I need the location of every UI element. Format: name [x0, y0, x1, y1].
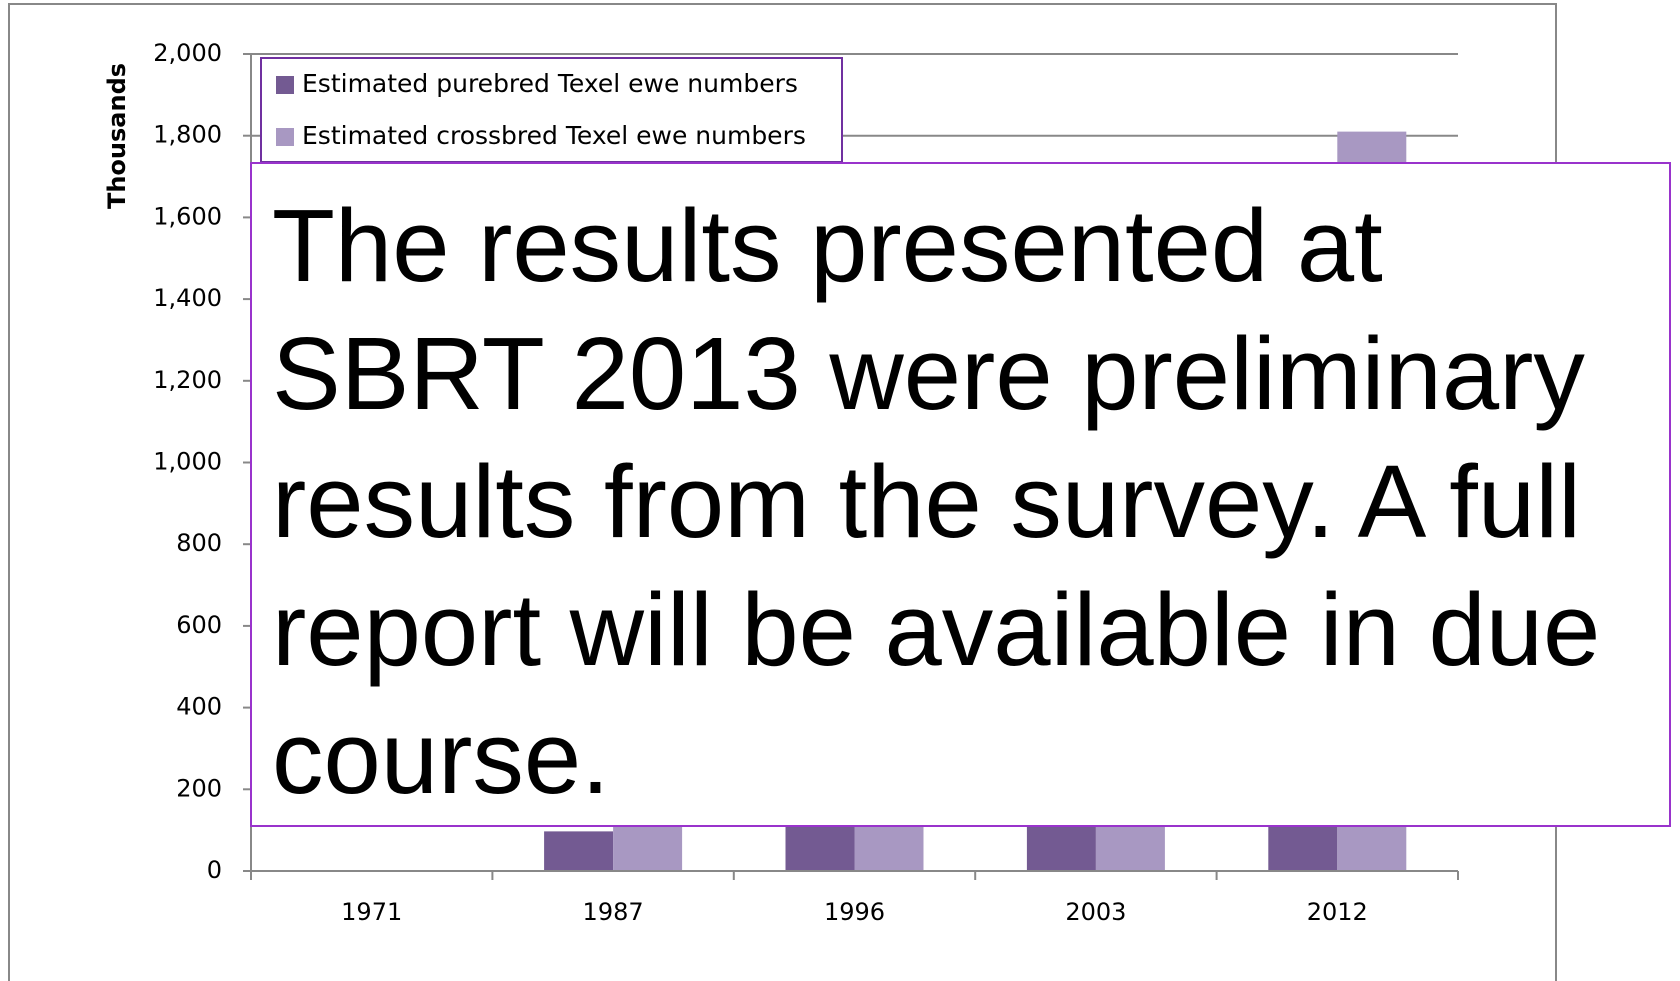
y-tick-label: 400 — [176, 693, 222, 721]
y-tick-label: 600 — [176, 611, 222, 639]
y-tick-label: 1,800 — [153, 121, 222, 149]
y-axis-title: Thousands — [103, 63, 131, 209]
bar — [544, 831, 614, 871]
y-tick-label: 200 — [176, 774, 222, 802]
y-tick-label: 1,200 — [153, 366, 222, 394]
x-tick-label: 1996 — [824, 898, 885, 926]
y-tick-label: 1,600 — [153, 202, 222, 230]
y-tick-label: 2,000 — [153, 39, 222, 67]
y-tick-label: 1,000 — [153, 448, 222, 476]
legend-swatch — [276, 128, 294, 146]
x-tick-label: 2003 — [1065, 898, 1126, 926]
y-tick-label: 0 — [207, 856, 222, 884]
legend-box — [260, 57, 843, 163]
x-tick-label: 1987 — [583, 898, 644, 926]
legend-label: Estimated crossbred Texel ewe numbers — [302, 121, 806, 150]
legend: Estimated purebred Texel ewe numbers Esti… — [260, 57, 843, 163]
x-tick-label: 2012 — [1307, 898, 1368, 926]
x-tick-label: 1971 — [341, 898, 402, 926]
note-box: The results presented at SBRT 2013 were … — [250, 162, 1671, 827]
y-tick-label: 1,400 — [153, 284, 222, 312]
legend-label: Estimated purebred Texel ewe numbers — [302, 69, 798, 98]
y-tick-label: 800 — [176, 529, 222, 557]
legend-swatch — [276, 76, 294, 94]
